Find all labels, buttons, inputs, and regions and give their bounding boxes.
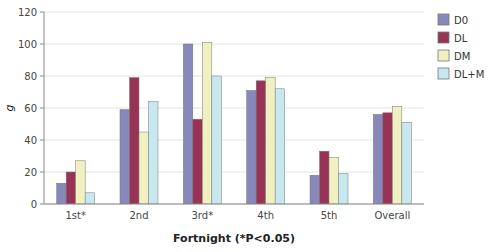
legend-label: DL <box>454 33 468 44</box>
grid-line <box>44 76 424 77</box>
bar <box>310 175 320 204</box>
bar <box>149 102 159 204</box>
tick-mark <box>40 140 44 141</box>
legend-label: DM <box>454 51 470 62</box>
bar <box>320 151 330 204</box>
tick-label: 3rd* <box>192 210 214 221</box>
tick-label: 20 <box>24 167 37 178</box>
tick-label: 60 <box>24 103 37 114</box>
tick-mark <box>40 76 44 77</box>
bar-series <box>57 44 383 204</box>
bar <box>402 122 412 204</box>
y-ticks: 0 20 40 60 80 100 120 <box>18 7 44 210</box>
bar <box>373 114 383 204</box>
tick-label: 120 <box>18 7 37 18</box>
bar-series <box>76 42 402 204</box>
y-axis-line <box>44 12 45 204</box>
bar <box>193 119 203 204</box>
x-ticks: 1st* 2nd 3rd* 4th 5th Overall <box>65 210 410 221</box>
legend-swatch <box>438 68 449 79</box>
tick-mark <box>40 172 44 173</box>
tick-mark <box>40 12 44 13</box>
bar <box>85 193 95 204</box>
x-axis-title: Fortnight (*P<0.05) <box>173 232 295 245</box>
tick-label: 40 <box>24 135 37 146</box>
tick-label: 0 <box>31 199 37 210</box>
legend: D0 DL DM DL+M <box>438 14 484 80</box>
grid-line <box>44 172 424 173</box>
tick-mark <box>40 204 44 205</box>
bar <box>247 90 257 204</box>
tick-label: 2nd <box>129 210 148 221</box>
y-axis-title: g <box>3 104 16 111</box>
legend-label: DL+M <box>454 69 484 80</box>
grid-line <box>44 12 424 13</box>
bar <box>339 174 349 204</box>
bar <box>275 89 285 204</box>
tick-label: Overall <box>374 210 410 221</box>
bar <box>57 183 67 204</box>
chart-svg: 0 20 40 60 80 100 120 1st* 2nd 3rd* 4th 5th Overall F… <box>0 0 500 252</box>
bar-series <box>85 76 411 204</box>
tick-mark <box>40 108 44 109</box>
grid-line <box>44 108 424 109</box>
legend-swatch <box>438 50 449 61</box>
bar <box>139 132 149 204</box>
grid-line <box>44 204 424 205</box>
bar <box>212 76 222 204</box>
tick-label: 80 <box>24 71 37 82</box>
bar <box>76 161 86 204</box>
bar <box>130 78 140 204</box>
x-axis-line <box>44 204 424 205</box>
bar <box>66 172 76 204</box>
y-grid <box>44 12 424 204</box>
chart-container: 0 20 40 60 80 100 120 1st* 2nd 3rd* 4th 5th Overall F… <box>0 0 500 252</box>
bar <box>183 44 193 204</box>
legend-swatch <box>438 32 449 43</box>
legend-swatch <box>438 14 449 25</box>
bar <box>202 42 212 204</box>
tick-mark <box>40 44 44 45</box>
bar <box>329 158 339 204</box>
bar <box>256 81 266 204</box>
tick-label: 4th <box>257 210 274 221</box>
grid-line <box>44 140 424 141</box>
tick-label: 1st* <box>65 210 86 221</box>
bars <box>57 42 412 204</box>
tick-label: 5th <box>321 210 338 221</box>
bar <box>120 110 130 204</box>
bar <box>383 113 393 204</box>
tick-label: 100 <box>18 39 37 50</box>
legend-label: D0 <box>454 15 468 26</box>
grid-line <box>44 44 424 45</box>
bar <box>266 78 276 204</box>
bar-series <box>66 78 392 204</box>
bar <box>392 106 402 204</box>
